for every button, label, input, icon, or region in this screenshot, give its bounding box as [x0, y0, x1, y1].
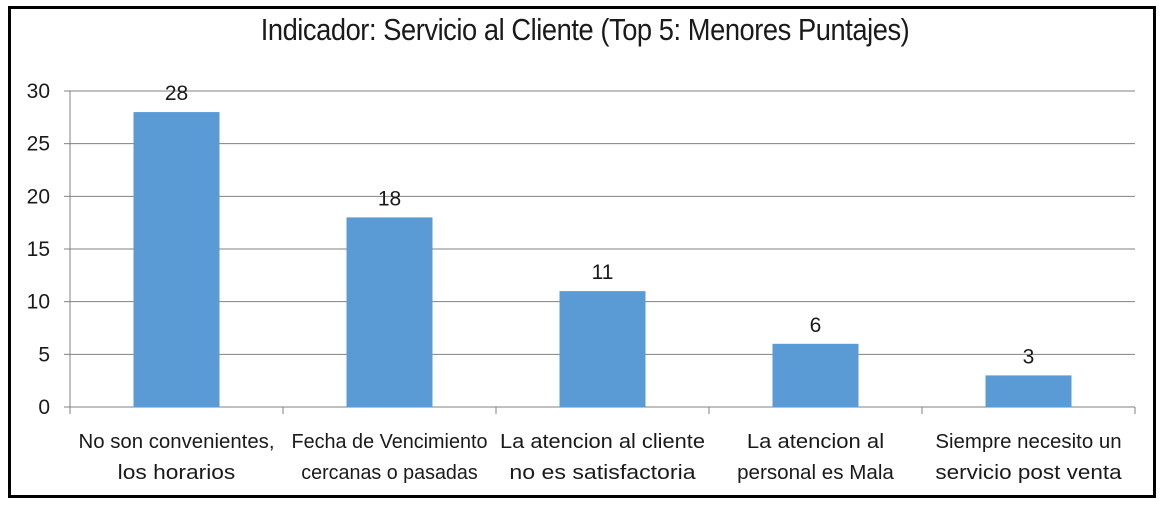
data-label: 3 — [1023, 345, 1035, 368]
x-tick-label: Siempre necesito un — [935, 431, 1121, 453]
y-tick-label: 30 — [27, 80, 50, 103]
y-tick-label: 20 — [27, 185, 50, 208]
x-tick-label: cercanas o pasadas — [301, 462, 477, 484]
x-tick-label: Fecha de Vencimiento — [292, 431, 488, 453]
x-tick-label: los horarios — [118, 462, 236, 484]
x-tick-label: personal es Mala — [737, 462, 895, 484]
x-tick-label: La atencion al cliente — [500, 431, 705, 453]
bar — [559, 291, 646, 407]
data-label: 18 — [378, 187, 401, 210]
data-label: 28 — [165, 82, 188, 105]
x-tick-label: No son convenientes, — [79, 431, 275, 453]
y-tick-label: 15 — [27, 238, 50, 261]
data-label: 11 — [592, 261, 614, 284]
bar — [133, 112, 220, 408]
bar — [985, 375, 1072, 407]
bar — [772, 343, 859, 407]
y-tick-label: 5 — [38, 343, 50, 366]
y-tick-label: 0 — [38, 396, 50, 419]
x-tick-label: servicio post venta — [935, 462, 1122, 484]
chart-title: Indicador: Servicio al Cliente (Top 5: M… — [260, 12, 910, 47]
bar — [346, 217, 433, 407]
data-label: 6 — [810, 314, 822, 337]
y-tick-label: 25 — [27, 133, 50, 156]
y-tick-label: 10 — [27, 291, 50, 314]
x-tick-label: La atencion al — [747, 431, 884, 453]
x-tick-label: no es satisfactoria — [509, 462, 696, 484]
